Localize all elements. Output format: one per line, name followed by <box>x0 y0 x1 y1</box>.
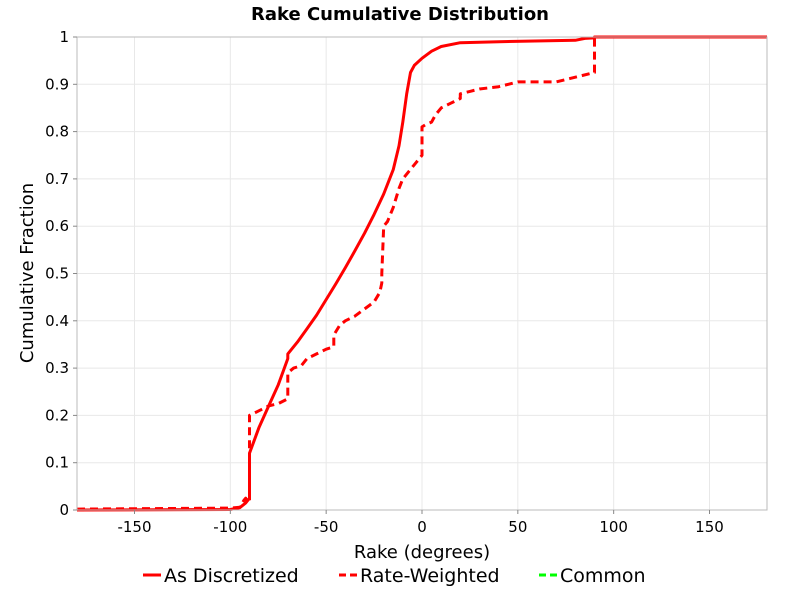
y-tick-label: 0.4 <box>45 312 69 330</box>
chart-title: Rake Cumulative Distribution <box>251 4 549 25</box>
y-tick-label: 0.6 <box>45 217 69 235</box>
y-axis-label: Cumulative Fraction <box>17 183 38 363</box>
legend: As Discretized Rate-Weighted Common <box>143 565 646 587</box>
y-tick-label: 0.1 <box>45 454 69 472</box>
y-tick-label: 0 <box>59 501 69 519</box>
x-tick-label: 0 <box>417 518 427 536</box>
x-tick-label: -50 <box>314 518 339 536</box>
x-axis-label: Rake (degrees) <box>354 542 490 563</box>
y-tick-label: 0.9 <box>45 75 69 93</box>
x-tick-label: -150 <box>117 518 151 536</box>
y-tick-label: 0.8 <box>45 123 69 141</box>
x-tick-label: 100 <box>599 518 628 536</box>
y-tick-label: 0.2 <box>45 406 69 424</box>
series-line-as-discretized <box>76 35 767 512</box>
series-line-rate-weighted <box>76 35 767 511</box>
legend-label: Rate-Weighted <box>360 565 500 587</box>
legend-label: Common <box>560 565 646 587</box>
y-tick-label: 0.3 <box>45 359 69 377</box>
x-tick-label: 150 <box>695 518 724 536</box>
y-tick-label: 1 <box>59 28 69 46</box>
legend-label: As Discretized <box>164 565 299 587</box>
y-tick-label: 0.5 <box>45 265 69 283</box>
series-lines <box>76 35 767 512</box>
x-tick-label: 50 <box>508 518 527 536</box>
x-axis-ticks: -150 -100 -50 0 50 100 150 <box>117 510 724 536</box>
x-tick-label: -100 <box>213 518 247 536</box>
y-tick-label: 0.7 <box>45 170 69 188</box>
y-axis-ticks: 0 0.1 0.2 0.3 0.4 0.5 0.6 0.7 0.8 0.9 1 <box>45 28 77 519</box>
